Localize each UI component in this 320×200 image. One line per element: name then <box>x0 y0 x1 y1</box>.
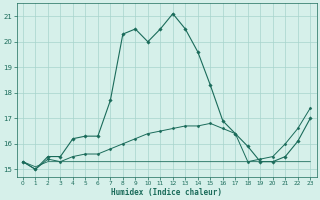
X-axis label: Humidex (Indice chaleur): Humidex (Indice chaleur) <box>111 188 222 197</box>
